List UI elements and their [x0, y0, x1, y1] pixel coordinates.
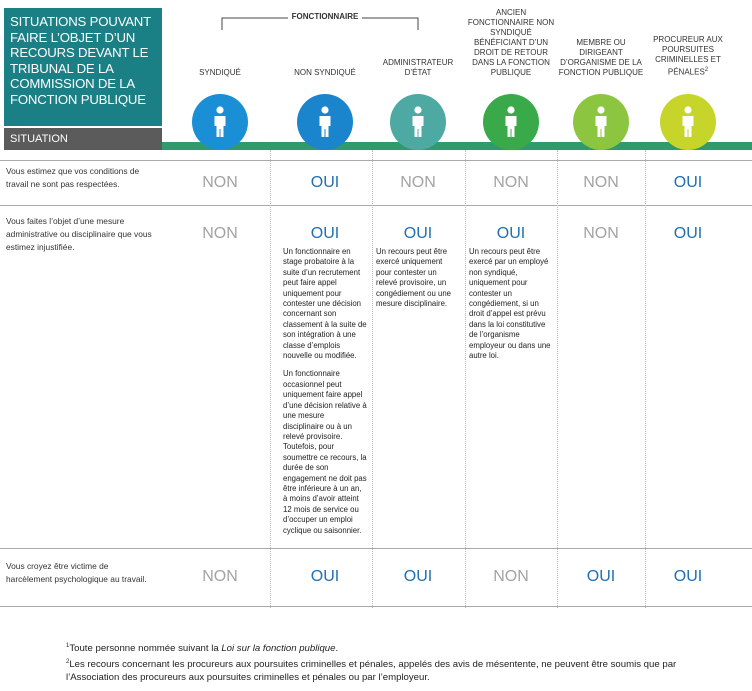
column-label: SYNDIQUÉ — [174, 68, 266, 78]
answer: OUI — [310, 225, 340, 242]
answer: NON — [493, 174, 529, 191]
answer: OUI — [673, 174, 703, 191]
footnote-end: . — [335, 643, 339, 655]
column-divider — [645, 150, 646, 608]
detail-paragraph: Un recours peut être exercé par un emplo… — [469, 247, 551, 361]
column-label-text: SYNDIQUÉ — [199, 68, 241, 77]
detail-paragraph: Un recours peut être exercé uniquement p… — [376, 247, 451, 309]
detail-paragraph: Un fonctionnaire occasionnel peut unique… — [283, 369, 367, 535]
answer: OUI — [310, 568, 340, 585]
situation-text: Vous croyez être victime de harcèlement … — [6, 561, 147, 584]
column-icon — [297, 94, 353, 150]
column-label: ANCIEN FONCTIONNAIRE NON SYNDIQUÉ BÉNÉFI… — [465, 8, 557, 78]
answer: OUI — [403, 568, 433, 585]
footnote-text: Les recours concernant les procureurs au… — [66, 659, 677, 684]
answer-details: Un recours peut être exercé uniquement p… — [376, 247, 460, 317]
answer: NON — [493, 568, 529, 585]
column-divider — [557, 150, 558, 608]
column-divider — [465, 150, 466, 608]
answer: OUI — [673, 568, 703, 585]
column-divider — [270, 150, 271, 608]
footnote-text: Toute personne nommée suivant la — [69, 643, 222, 655]
group-bracket — [221, 17, 419, 30]
column-label: NON SYNDIQUÉ — [279, 68, 371, 78]
situation-text: Vous faites l’objet d’une mesure adminis… — [6, 216, 152, 252]
group-label: FONCTIONNAIRE — [291, 12, 359, 21]
header-bar — [162, 142, 752, 150]
column-label-text: ANCIEN FONCTIONNAIRE NON SYNDIQUÉ BÉNÉFI… — [467, 8, 555, 77]
answer: NON — [583, 174, 619, 191]
column-label: MEMBRE OU DIRIGEANT D’ORGANISME DE LA FO… — [555, 38, 647, 78]
footnote-ref: 2 — [704, 67, 709, 73]
column-label-text: NON SYNDIQUÉ — [294, 68, 356, 77]
row-line — [0, 205, 752, 206]
situation-label: SITUATION — [4, 128, 162, 150]
column-label: PROCUREUR AUX POURSUITES CRIMINELLES ET … — [642, 35, 734, 78]
situation-text: Vous estimez que vos conditions de trava… — [6, 166, 140, 189]
column-icon — [660, 94, 716, 150]
footnote-number: 2 — [66, 659, 70, 665]
answer: OUI — [403, 225, 433, 242]
row-line — [0, 548, 752, 549]
column-divider — [372, 150, 373, 608]
column-icon — [192, 94, 248, 150]
answer: NON — [202, 174, 238, 191]
footnote-italic: Loi sur la fonction publique — [221, 643, 336, 655]
column-label-text: MEMBRE OU DIRIGEANT D’ORGANISME DE LA FO… — [558, 38, 644, 77]
row-line — [0, 160, 752, 161]
column-icon — [483, 94, 539, 150]
detail-paragraph: Un fonctionnaire en stage probatoire à l… — [283, 247, 367, 361]
column-icon — [390, 94, 446, 150]
footnote: 2Les recours concernant les procureurs a… — [66, 656, 706, 684]
row-line — [0, 606, 752, 607]
answer-details: Un fonctionnaire en stage probatoire à l… — [283, 247, 367, 544]
column-icon — [573, 94, 629, 150]
answer: NON — [583, 225, 619, 242]
answer: OUI — [310, 174, 340, 191]
column-label-text: ADMINISTRATEUR D’ÉTAT — [382, 58, 454, 77]
answer: NON — [202, 225, 238, 242]
answer: OUI — [673, 225, 703, 242]
answer-details: Un recours peut être exercé par un emplo… — [469, 247, 553, 369]
column-label-text: PROCUREUR AUX POURSUITES CRIMINELLES ET … — [653, 35, 723, 77]
title: SITUATIONS POUVANT FAIRE L’OBJET D’UN RE… — [4, 8, 162, 126]
answer: OUI — [586, 568, 616, 585]
column-label: ADMINISTRATEUR D’ÉTAT — [372, 58, 464, 78]
answer: NON — [202, 568, 238, 585]
answer: NON — [400, 174, 436, 191]
footnote-number: 1 — [66, 643, 70, 649]
footnote: 1Toute personne nommée suivant la Loi su… — [66, 640, 706, 655]
answer: OUI — [496, 225, 526, 242]
